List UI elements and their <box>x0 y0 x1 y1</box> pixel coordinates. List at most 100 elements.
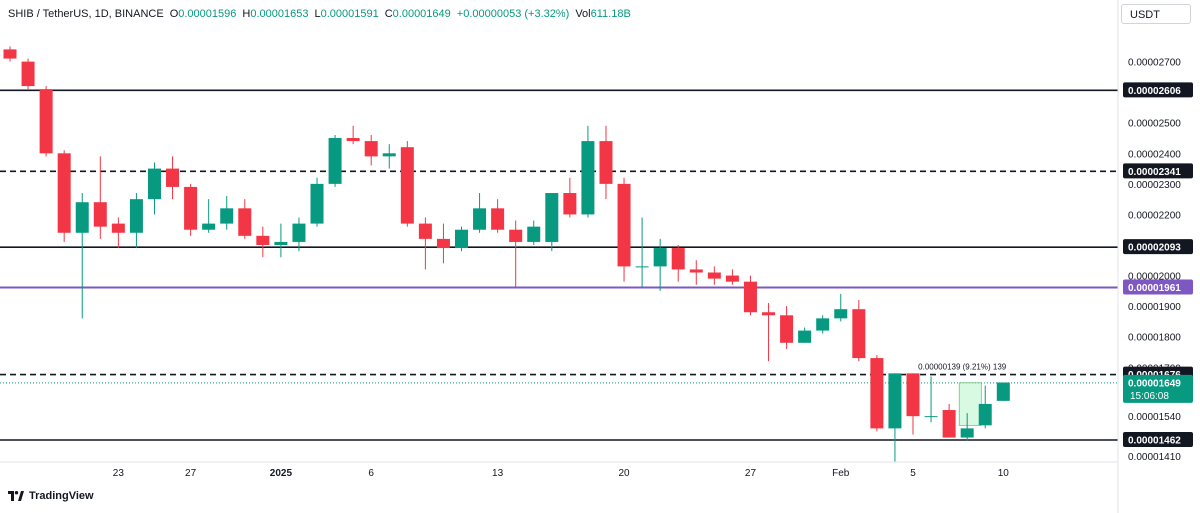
candle <box>93 156 107 239</box>
price-tick-label: 0.00002400 <box>1128 149 1181 160</box>
candle-body <box>960 428 974 438</box>
candle-body <box>834 309 848 319</box>
candle-body <box>563 193 577 215</box>
level-price-tag <box>1123 431 1193 447</box>
candle-body <box>473 208 487 230</box>
candle <box>382 144 396 169</box>
candle-body <box>798 330 812 343</box>
candle-body <box>129 199 143 233</box>
level-price-tag <box>1123 82 1193 98</box>
candle <box>581 125 595 218</box>
time-tick-label: 6 <box>368 468 374 479</box>
candle-body <box>924 416 938 418</box>
candle-body <box>762 312 776 316</box>
time-tick-label: 2025 <box>270 468 293 479</box>
tradingview-logo-text: TradingView <box>29 490 94 502</box>
candle-body <box>870 358 884 429</box>
candle-body <box>166 168 180 187</box>
price-tick-label: 0.00001900 <box>1128 302 1181 313</box>
symbol-header: SHIB / TetherUS, 1D, BINANCE O0.00001596… <box>8 6 631 22</box>
measurement-label: 0.00000139 (9.21%) 139 <box>918 363 1007 372</box>
candle <box>184 183 198 236</box>
candle-body <box>599 141 613 184</box>
open-label: O <box>169 8 179 20</box>
level-price-tag <box>1123 163 1193 179</box>
candle <box>418 217 432 270</box>
price-tick-label: 0.00002200 <box>1128 210 1181 221</box>
price-axis: 0.00002700 0.00002500 0.00002400 0.00002300… <box>1117 0 1181 513</box>
candle-body <box>545 193 559 242</box>
candle <box>111 217 125 249</box>
candlestick-series <box>3 46 1010 462</box>
candle <box>238 199 252 239</box>
symbol-name[interactable]: SHIB / TetherUS, 1D, BINANCE <box>8 8 164 20</box>
candle-body <box>978 403 992 426</box>
candle-body <box>364 141 378 157</box>
level-price-tag-label: 0.00002093 <box>1128 243 1181 254</box>
candle <box>473 193 487 233</box>
high-value: 0.00001653 <box>250 8 309 20</box>
price-tick-label: 0.00001800 <box>1128 333 1181 344</box>
open-value: 0.00001596 <box>178 8 237 20</box>
horizontal-levels <box>0 89 1118 441</box>
time-tick-label: Feb <box>832 468 850 479</box>
candle-body <box>21 61 35 87</box>
candle <box>39 86 53 157</box>
candle <box>816 315 830 334</box>
tradingview-logo-icon <box>8 491 24 501</box>
candle-body <box>346 138 360 142</box>
countdown-label: 15:06:08 <box>1130 391 1169 402</box>
time-tick-label: 23 <box>113 468 125 479</box>
measurement-box <box>958 382 982 426</box>
candle <box>780 306 794 349</box>
candle <box>924 376 938 423</box>
price-tick-label: 0.00001410 <box>1128 452 1181 463</box>
candle-body <box>147 168 161 200</box>
candle <box>527 220 541 245</box>
time-axis: 23 27 2025 6 13 20 27 Feb 5 10 <box>0 461 1118 479</box>
level-price-tag-label: 0.00002341 <box>1128 167 1181 178</box>
candle <box>545 193 559 252</box>
time-tick-label: 5 <box>910 468 916 479</box>
level-price-tag-label: 0.00001961 <box>1128 283 1181 294</box>
candle <box>743 275 757 316</box>
level-price-tag-label: 0.00001462 <box>1128 435 1181 446</box>
candle <box>798 327 812 343</box>
candle-body <box>743 281 757 313</box>
candle-body <box>996 382 1010 401</box>
candle-body <box>256 235 270 245</box>
candle-body <box>653 248 667 267</box>
candle-body <box>418 223 432 239</box>
price-tick-label: 0.00001540 <box>1128 412 1181 423</box>
high-label: H <box>242 8 251 20</box>
candle <box>3 46 17 62</box>
candle <box>852 300 866 362</box>
candle-body <box>328 138 342 184</box>
candle <box>364 134 378 166</box>
time-tick-label: 13 <box>492 468 504 479</box>
candle <box>870 355 884 432</box>
candle-body <box>455 229 468 249</box>
current-price-label: 0.00001649 <box>1128 378 1181 389</box>
candle-body <box>310 183 324 224</box>
currency-selector[interactable]: USDT <box>1121 4 1191 24</box>
candle-body <box>75 202 89 233</box>
close-value: 0.00001649 <box>392 8 451 20</box>
current-price-tag <box>1123 374 1193 403</box>
tradingview-logo[interactable]: TradingView <box>8 490 94 502</box>
candle-body <box>725 275 739 282</box>
candle <box>202 199 216 233</box>
candle <box>906 373 920 435</box>
candle <box>834 293 848 322</box>
candle-body <box>509 229 523 242</box>
volume-label: Vol <box>575 8 591 20</box>
candle <box>491 199 505 233</box>
candle <box>942 403 956 438</box>
candle <box>400 141 414 227</box>
candle <box>455 226 468 252</box>
candle <box>310 177 324 227</box>
volume-value: 611.18B <box>590 8 631 20</box>
candle <box>292 217 306 252</box>
candle <box>328 134 342 187</box>
